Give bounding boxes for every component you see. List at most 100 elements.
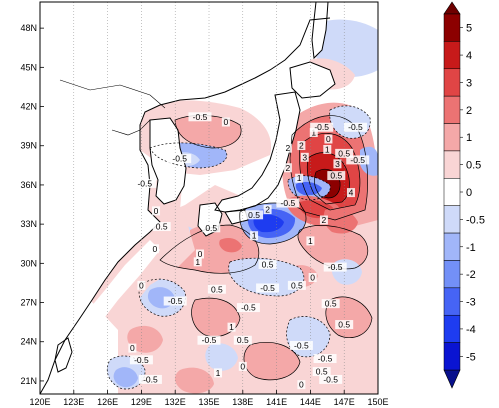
contour-label-group: -0.5: [256, 283, 280, 293]
contour-label: 1: [308, 236, 313, 246]
contour-label-group: 0.5: [327, 171, 346, 181]
contour-label: 0.5: [205, 223, 217, 233]
coastline-hokkaido: [289, 61, 336, 99]
contour-label: 0.5: [211, 284, 223, 294]
contour-label-bg: [138, 374, 162, 384]
x-tick-label: 126E: [97, 397, 118, 407]
contour-label-bg: [250, 231, 259, 241]
field-region-pos-1h: [174, 367, 214, 394]
contour-label-bg: [309, 127, 318, 137]
contour-label: 0.5: [262, 259, 274, 269]
contour-label-bg: [327, 171, 346, 181]
contour-label-bg: [152, 206, 161, 216]
contour-label-group: 3: [333, 159, 342, 169]
contour-label-bg: [195, 249, 204, 259]
colorbar-segment: [443, 68, 461, 97]
contour-label-bg: [297, 380, 306, 390]
colorbar-label: 3: [466, 77, 472, 89]
contour-label-group: -0.5: [163, 296, 187, 306]
contour-label: 0.5: [291, 280, 303, 290]
x-tick-label: 129E: [131, 397, 152, 407]
contour-label-group: -0.5: [343, 122, 367, 132]
contour-label-bg: [295, 173, 304, 183]
land-asia-mainland: [40, 2, 330, 394]
contour-line-dashed: [329, 105, 371, 139]
contour-label-group: 1: [295, 173, 304, 183]
contour-label-group: 0: [221, 117, 230, 127]
contour-label: -0.5: [202, 335, 217, 345]
contour-label-bg: [168, 154, 192, 164]
contour-label-group: 0.5: [152, 222, 171, 232]
contour-label-group: 0.5: [258, 259, 277, 269]
contour-label: -0.5: [318, 354, 333, 364]
contour-label: -0.5: [168, 296, 183, 306]
contour-label: 1: [311, 127, 316, 137]
x-tick-label: 138E: [232, 397, 253, 407]
field-region-south-pos-2: [323, 208, 358, 234]
colorbar-under-triangle: [443, 369, 461, 389]
contour-label-bg: [133, 178, 157, 188]
colorbar-segment: [443, 123, 461, 152]
contour-label-bg: [137, 280, 146, 290]
contour-label-bg: [221, 117, 230, 127]
contour-label-bg: [245, 210, 264, 220]
contour-label-bg: [319, 374, 343, 384]
colorbar: 5 4 3 2 1 0.5 0 -0.5 -1 -2 -3 -4 -5: [443, 1, 485, 389]
contour-label-group: -0.5: [168, 154, 192, 164]
contour-label: 1: [297, 173, 302, 183]
contour-label-group: 1: [323, 144, 332, 154]
contour-label-group: -0.5: [289, 340, 313, 350]
contour-label: 0.5: [330, 171, 342, 181]
contour-label-group: 2: [263, 205, 272, 215]
contour-label-bg: [306, 236, 315, 246]
colorbar-segment: [443, 287, 461, 316]
contour-label: -0.5: [241, 303, 256, 313]
contour-label-bg: [343, 122, 367, 132]
contour-label-bg: [233, 335, 252, 345]
contour-label-group: 0.5: [287, 280, 306, 290]
contour-label-bg: [300, 152, 309, 162]
contour-label-group: 1: [227, 322, 236, 332]
contour-label-group: -0.5: [129, 355, 153, 365]
contour-line-dashed: [286, 316, 331, 358]
contour-label: 2: [265, 205, 270, 215]
contour-label-group: -0.5: [323, 262, 347, 272]
contour-line: [314, 168, 341, 199]
contour-label: 2: [299, 141, 304, 151]
contour-label-bg: [263, 205, 272, 215]
contour-label: 0: [153, 244, 158, 254]
contour-label-group: 1: [214, 368, 223, 378]
contour-label: 4: [349, 188, 354, 198]
contour-line-dashed: [287, 175, 331, 201]
contour-label-group: -0.5: [310, 122, 334, 132]
contour-label-group: 0: [128, 343, 137, 353]
x-tick-label: 141E: [266, 397, 287, 407]
contour-label-group: 1: [309, 127, 318, 137]
contour-label: 0.5: [316, 367, 328, 377]
colorbar-segment: [443, 342, 461, 371]
land-korea: [150, 118, 186, 204]
field-region-pos-1f: [243, 342, 300, 380]
contour-label-bg: [188, 112, 212, 122]
coastline-shikoku: [224, 209, 249, 225]
y-tick-label: 42N: [20, 102, 37, 112]
contour-label: 0.5: [156, 222, 168, 232]
contour-label: 0: [299, 380, 304, 390]
contour-label-bg: [335, 148, 354, 158]
contour-label-group: 2: [319, 215, 328, 225]
contour-label-bg: [193, 257, 202, 267]
contour-label-group: -0.5: [133, 178, 157, 188]
contour-label-bg: [313, 354, 337, 364]
contour-label-bg: [227, 322, 236, 332]
contour-label-group: 0: [195, 249, 204, 259]
colorbar-label: 2: [466, 105, 472, 117]
contour-label-group: 4: [346, 188, 355, 198]
colorbar-segment: [443, 150, 461, 179]
contour-label: 1: [325, 144, 330, 154]
contour-label: -0.5: [281, 198, 296, 208]
contour-line: [239, 202, 307, 245]
contour-label: -0.5: [294, 340, 309, 350]
field-region-neg-1b: [113, 367, 138, 388]
contour-label-bg: [287, 280, 306, 290]
